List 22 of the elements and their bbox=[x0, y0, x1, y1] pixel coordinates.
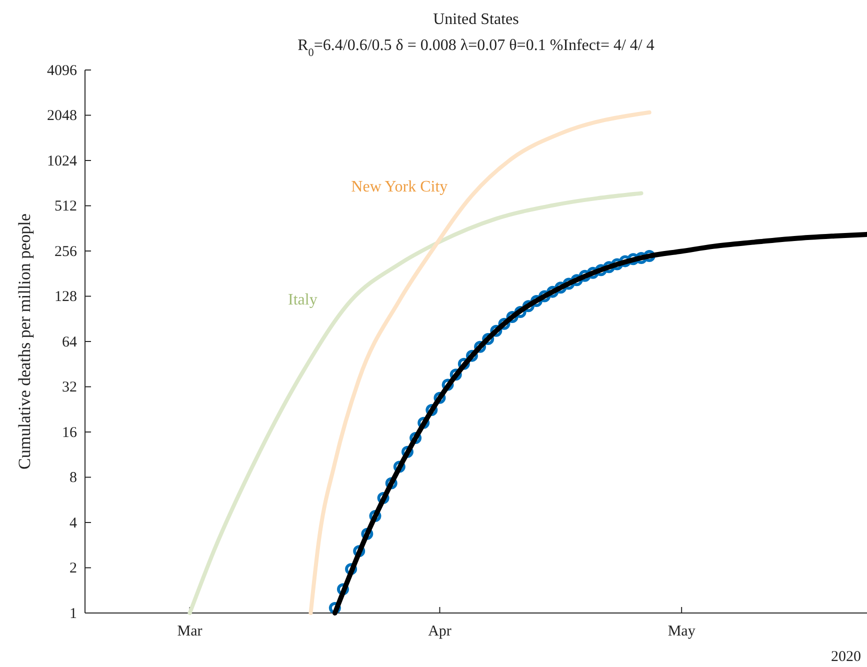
series-label: New York City bbox=[351, 178, 448, 196]
y-tick-label: 8 bbox=[70, 470, 77, 486]
chart-subtitle: R$_{0}$=6.4/0.6/0.5 δ = 0.008 λ=0.07 θ=0.1 %Infect= 4/ 4/ 4 bbox=[298, 37, 654, 59]
chart-title: United States bbox=[433, 11, 519, 28]
y-tick-label: 1024 bbox=[47, 153, 78, 170]
y-tick-label: 64 bbox=[62, 334, 78, 350]
y-tick-label: 128 bbox=[54, 289, 77, 306]
y-tick-label: 2048 bbox=[47, 108, 77, 124]
y-tick-label: 4096 bbox=[47, 62, 78, 79]
y-tick-label: 4 bbox=[70, 515, 78, 532]
y-tick-label: 1 bbox=[70, 606, 77, 622]
y-tick-label: 512 bbox=[54, 198, 77, 215]
x-tick-label: Mar bbox=[177, 624, 202, 640]
x-tick-label: May bbox=[668, 624, 696, 640]
y-tick-label: 2 bbox=[70, 560, 77, 577]
x-tick-label: Apr bbox=[428, 624, 452, 640]
y-axis-title: Cumulative deaths per million people bbox=[15, 214, 34, 470]
y-tick-label: 32 bbox=[62, 380, 77, 396]
series-label: Italy bbox=[288, 291, 318, 308]
y-tick-label: 16 bbox=[62, 424, 78, 441]
y-tick-label: 256 bbox=[54, 244, 78, 260]
text: 2020 bbox=[831, 649, 861, 665]
